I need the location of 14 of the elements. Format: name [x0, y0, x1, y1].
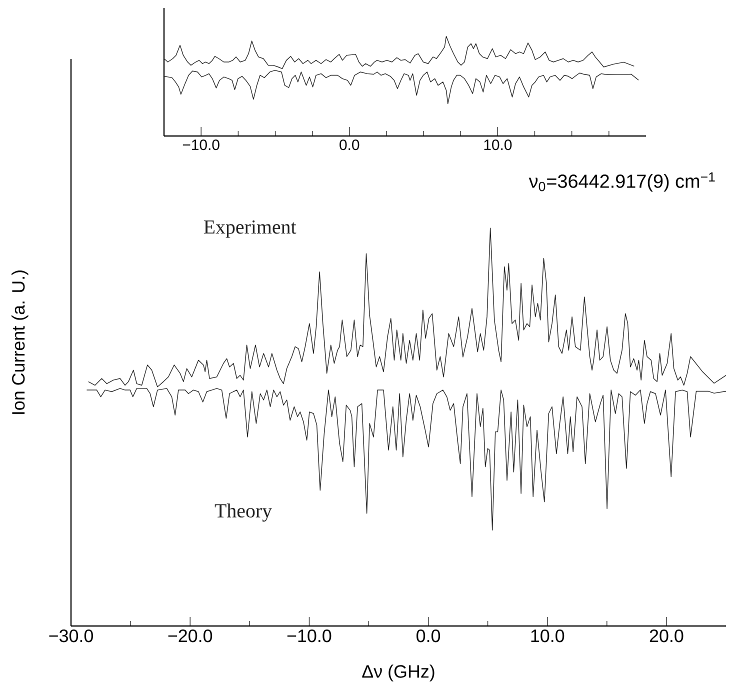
- text: Theory: [214, 504, 272, 522]
- text: Experiment: [204, 220, 296, 238]
- x-tick-label: 10.0: [531, 629, 564, 642]
- x-tick-label: 0.0: [416, 629, 440, 642]
- x-tick-label: −30.0: [49, 629, 93, 642]
- text: ν$_{0}$=36442.917(9) cm$^{−1}$: [528, 172, 715, 192]
- x-tick-label: 10.0: [484, 140, 512, 150]
- x-tick-label: −10.0: [182, 140, 220, 150]
- x-tick-label: −20.0: [168, 629, 212, 642]
- x-tick-label: 0.0: [340, 140, 360, 150]
- x-tick-label: −10.0: [287, 629, 332, 642]
- x-axis-title: Δν (GHz): [362, 664, 434, 682]
- x-tick-label: 20.0: [650, 629, 684, 642]
- y-axis-title: Ion Current (a. U.): [12, 270, 28, 414]
